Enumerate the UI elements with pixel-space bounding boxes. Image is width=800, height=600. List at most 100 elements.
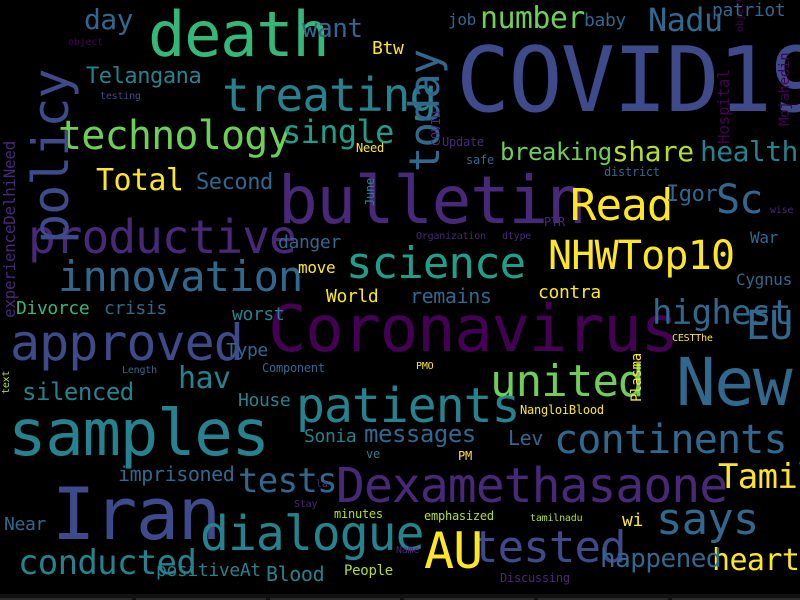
word-coronavirus: Coronavirus bbox=[268, 293, 679, 367]
word-iran: Iran bbox=[52, 472, 221, 556]
word-divorce: Divorce bbox=[16, 298, 90, 319]
word-worst: worst bbox=[232, 304, 285, 325]
word-lev: Lev bbox=[508, 426, 543, 450]
word-wi: wi bbox=[622, 510, 643, 531]
word-health: health bbox=[700, 135, 798, 168]
word-new: New bbox=[676, 344, 793, 421]
word-danger: danger bbox=[278, 232, 341, 253]
word-technology: technology bbox=[58, 113, 292, 159]
word-name: Name bbox=[396, 545, 420, 556]
word-samples: samples bbox=[8, 397, 270, 471]
word-discussing: Discussing bbox=[500, 571, 570, 585]
word-type: Type bbox=[226, 340, 268, 361]
word-covid-small: COVID bbox=[429, 111, 443, 146]
word-dtype: dtype bbox=[502, 231, 532, 242]
word-dexamethasaone: Dexamethasaone bbox=[336, 458, 728, 514]
word-move: move bbox=[298, 258, 336, 277]
word-length: Length bbox=[122, 365, 157, 376]
word-innovation: innovation bbox=[58, 252, 303, 301]
word-minutes: minutes bbox=[334, 507, 383, 521]
word-baby: baby bbox=[584, 10, 626, 31]
word-war: War bbox=[750, 228, 778, 247]
word-happened: happened bbox=[600, 544, 722, 574]
word-continents: continents bbox=[554, 417, 788, 463]
bottom-bar bbox=[0, 594, 800, 600]
word-june: June bbox=[363, 178, 377, 206]
word-pm: PM bbox=[458, 449, 472, 463]
word-telangana: Telangana bbox=[86, 64, 202, 89]
word-safe: safe bbox=[466, 153, 494, 167]
word-object: object bbox=[68, 37, 103, 48]
word-want: want bbox=[302, 14, 363, 44]
word-wise: wise bbox=[770, 205, 794, 216]
word-bulletin: bulletin bbox=[278, 162, 587, 239]
word-share: share bbox=[612, 135, 694, 168]
word-breaking: breaking bbox=[500, 138, 612, 166]
word-patriot: patriot bbox=[712, 0, 786, 21]
word-imprisoned: imprisoned bbox=[118, 462, 235, 486]
word-nangloi-blood: NangloiBlood bbox=[520, 403, 604, 417]
word-approved: approved bbox=[10, 314, 244, 372]
word-organization: Organization bbox=[416, 231, 486, 242]
word-near: Near bbox=[4, 514, 46, 535]
word-plasma: Plasma bbox=[629, 353, 645, 402]
word-sonia: Sonia bbox=[304, 426, 357, 447]
word-pmo: PMO bbox=[416, 361, 434, 372]
word-remains: remains bbox=[410, 284, 492, 308]
word-nhwtop10: NHWTop10 bbox=[548, 233, 735, 279]
word-ptr: PTR bbox=[544, 215, 565, 229]
word-science: science bbox=[346, 238, 526, 289]
word-second: Second bbox=[196, 170, 273, 195]
word-world: World bbox=[326, 286, 379, 307]
word-district: district bbox=[604, 165, 660, 179]
word-messages: messages bbox=[364, 420, 476, 448]
word-united: united bbox=[490, 356, 645, 407]
word-tamil: Tamil bbox=[718, 457, 800, 497]
word-death: death bbox=[148, 0, 330, 71]
word-positiveat: positiveAt bbox=[156, 560, 261, 581]
word-conducted: conducted bbox=[18, 543, 197, 583]
word-cygnus: Cygnus bbox=[736, 270, 792, 289]
word-total: Total bbox=[96, 163, 184, 198]
word-crisis: crisis bbox=[104, 298, 167, 319]
word-tamilnadu: tamilnadu bbox=[530, 513, 583, 524]
word-hav: hav bbox=[178, 361, 231, 396]
word-blood: Blood bbox=[266, 562, 325, 586]
word-tested: tested bbox=[472, 522, 627, 573]
word-tests: tests bbox=[238, 461, 338, 501]
word-component: Component bbox=[262, 361, 325, 375]
word-day: day bbox=[84, 3, 133, 36]
word-btw: Btw bbox=[372, 38, 404, 59]
word-nadu: Nadu bbox=[648, 1, 723, 39]
word-text: text bbox=[1, 370, 12, 394]
word-sc: Sc bbox=[716, 177, 763, 223]
word-stay: Stay bbox=[294, 499, 318, 510]
word-policy: policy bbox=[22, 69, 80, 244]
word-number: number bbox=[480, 1, 585, 36]
word-emphasized: emphasized bbox=[424, 509, 494, 523]
word-dialogue: dialogue bbox=[200, 506, 424, 562]
word-update: Update bbox=[442, 135, 484, 149]
word-experience-delhi-need: experienceDelhiNeed bbox=[0, 141, 19, 318]
word-read: Read bbox=[570, 180, 673, 231]
word-ve: ve bbox=[366, 447, 380, 461]
word-testing: testing bbox=[100, 91, 141, 102]
word-eu: EU bbox=[746, 303, 793, 349]
word-patients: patients bbox=[296, 378, 520, 434]
word-people: People bbox=[344, 563, 393, 579]
word-heart: heart bbox=[712, 543, 800, 578]
word-productive: productive bbox=[28, 210, 297, 264]
word-hospital: Hospital bbox=[714, 69, 733, 144]
word-need: Need bbox=[356, 141, 384, 155]
word-la: la bbox=[316, 479, 328, 490]
word-treating: treating bbox=[222, 68, 437, 122]
word-silenced: silenced bbox=[22, 378, 134, 406]
word-highest: highest bbox=[652, 293, 791, 333]
word-single: single bbox=[282, 113, 394, 151]
word-au: AU bbox=[424, 522, 483, 580]
word-house: House bbox=[238, 390, 291, 411]
word-contra: contra bbox=[538, 282, 601, 303]
word-mojahedin: Mojahedin bbox=[777, 52, 793, 126]
word-job: job bbox=[448, 10, 476, 29]
